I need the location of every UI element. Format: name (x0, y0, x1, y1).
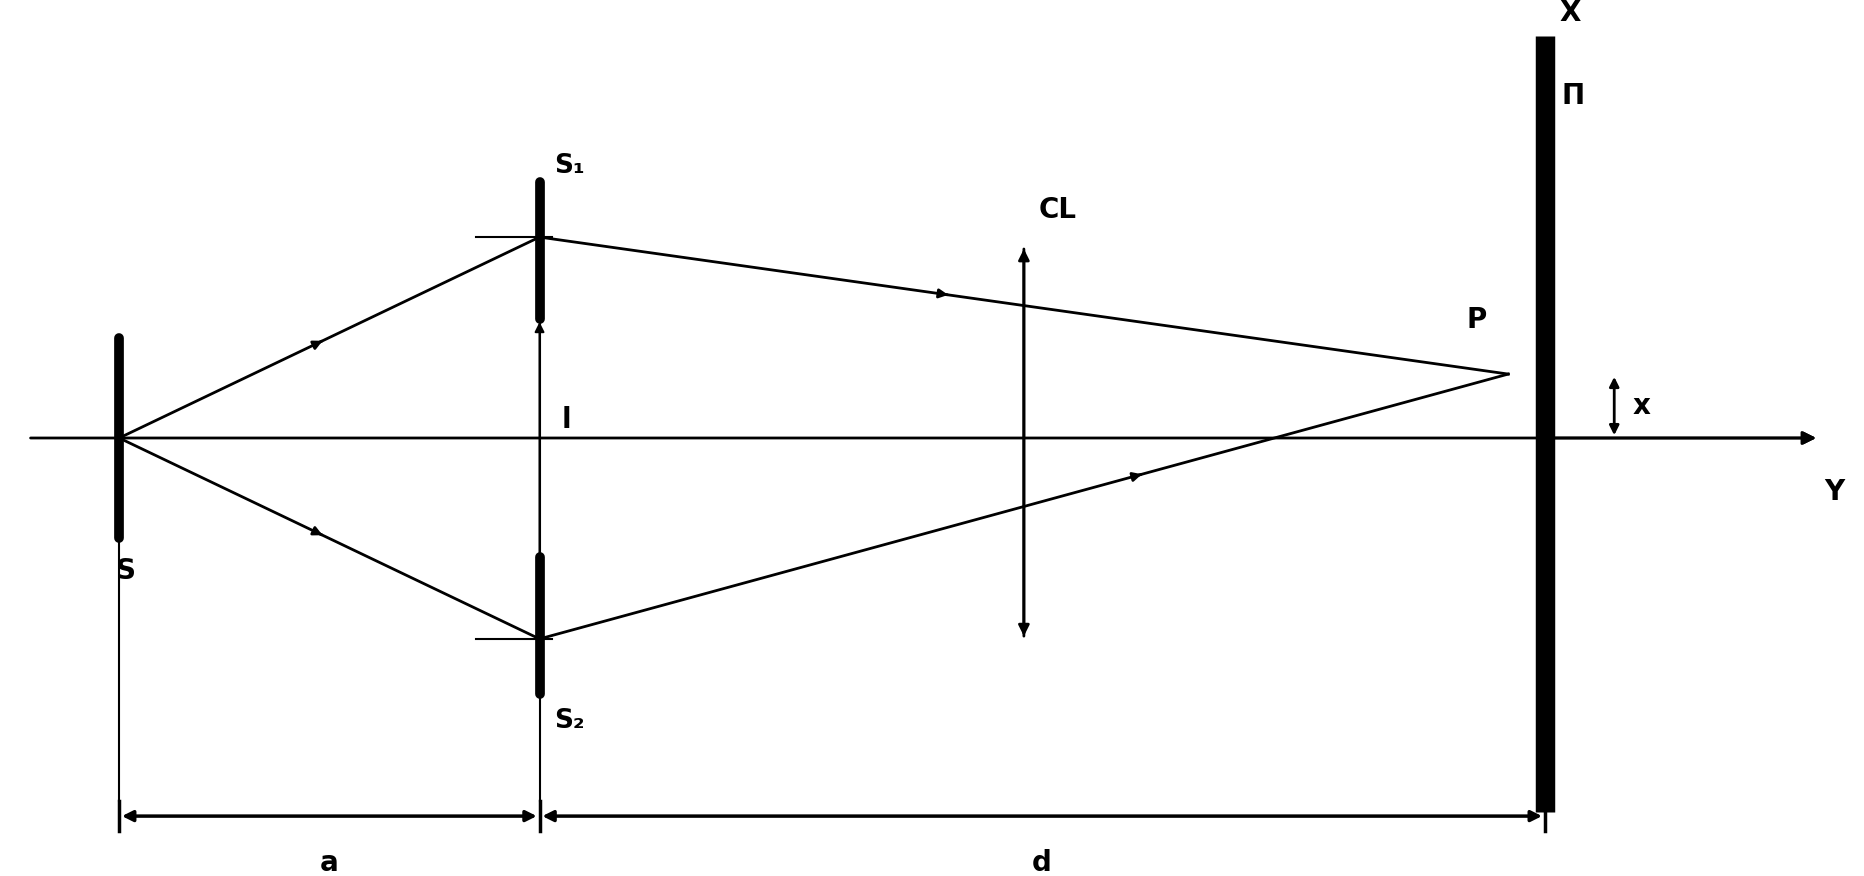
Text: Y: Y (1823, 478, 1843, 506)
Text: x: x (1631, 392, 1650, 420)
Text: Π: Π (1560, 81, 1584, 110)
Text: S₂: S₂ (554, 709, 583, 734)
Text: l: l (561, 406, 570, 434)
Text: a: a (321, 849, 339, 876)
Text: S: S (116, 557, 136, 584)
Text: CL: CL (1038, 196, 1076, 224)
Text: X: X (1558, 0, 1581, 27)
Text: S₁: S₁ (554, 152, 585, 179)
Text: P: P (1465, 306, 1486, 334)
Text: d: d (1031, 849, 1051, 876)
